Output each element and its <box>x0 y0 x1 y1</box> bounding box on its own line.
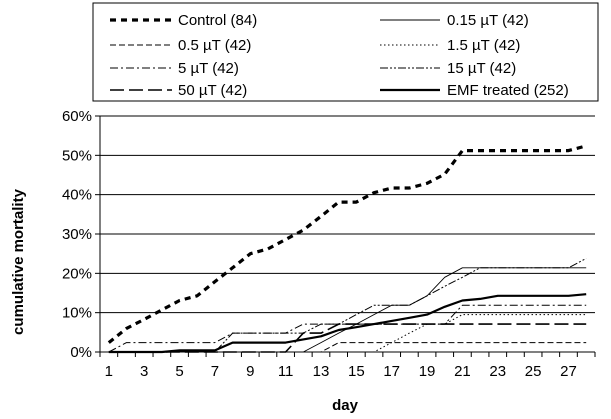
legend-label: 5 µT (42) <box>178 60 239 77</box>
y-axis-title: cumulative mortality <box>10 188 27 335</box>
axes <box>99 116 596 357</box>
series-line <box>108 314 587 353</box>
legend: Control (84) 0.15 µT (42) 0.5 µT (42) 1.5 µ… <box>92 2 599 102</box>
x-tick-label: 21 <box>454 363 471 380</box>
y-tick-label: 60% <box>62 108 92 125</box>
x-tick-label: 13 <box>313 363 330 380</box>
legend-label: 0.5 µT (42) <box>178 37 251 54</box>
x-tick-label: 19 <box>419 363 436 380</box>
x-tick-label: 27 <box>560 363 577 380</box>
y-tick-label: 10% <box>62 305 92 322</box>
y-tick-label: 50% <box>62 147 92 164</box>
y-tick-label: 30% <box>62 226 92 243</box>
y-tick-labels: 0% 10% 20% 30% 40% 50% 60% <box>62 108 92 361</box>
series-lines <box>107 144 587 354</box>
y-tick-label: 20% <box>62 265 92 282</box>
x-tick-label: 5 <box>175 363 183 380</box>
y-tick-label: 40% <box>62 187 92 204</box>
x-tick-label: 9 <box>246 363 254 380</box>
series-line <box>107 144 587 344</box>
legend-label: 1.5 µT (42) <box>447 37 520 54</box>
grid-lines <box>95 115 595 353</box>
x-tick-labels: 1 3 5 7 9 11 13 15 17 19 21 23 25 27 <box>105 363 577 380</box>
x-tick-label: 1 <box>105 363 113 380</box>
x-tick-label: 25 <box>525 363 542 380</box>
x-axis-title: day <box>332 397 359 414</box>
legend-box <box>92 2 599 102</box>
x-tick-label: 15 <box>348 363 365 380</box>
legend-label: Control (84) <box>178 12 257 29</box>
legend-label: 0.15 µT (42) <box>447 12 529 29</box>
series-line <box>108 267 587 353</box>
series-line <box>108 293 587 354</box>
y-tick-label: 0% <box>70 344 92 361</box>
x-tick-label: 7 <box>211 363 219 380</box>
x-tick-label: 17 <box>383 363 400 380</box>
legend-label: 15 µT (42) <box>447 60 516 77</box>
x-tick-label: 11 <box>278 363 294 380</box>
series-line <box>108 342 587 353</box>
x-tick-label: 23 <box>489 363 506 380</box>
x-tick-label: 3 <box>140 363 148 380</box>
legend-label: EMF treated (252) <box>447 82 569 99</box>
legend-label: 50 µT (42) <box>178 82 247 99</box>
